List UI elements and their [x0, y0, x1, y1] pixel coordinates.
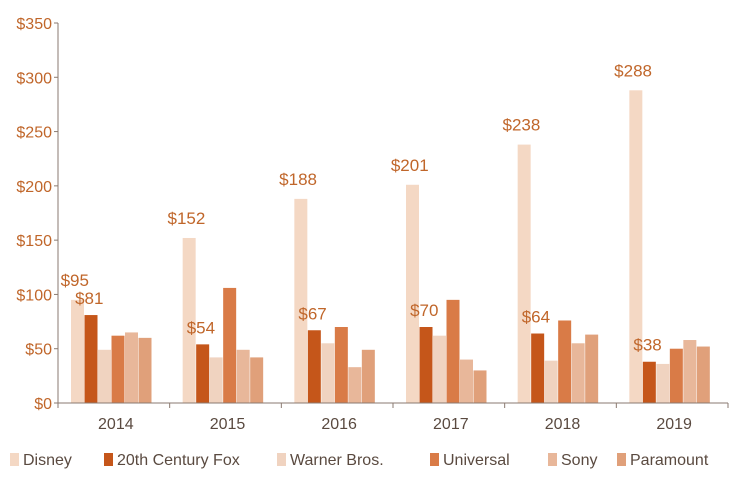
bar-universal-2019 — [669, 348, 683, 403]
bar-sony-2018 — [571, 343, 585, 403]
data-label-20th-century-fox-2015: $54 — [187, 318, 215, 337]
legend-swatch-warner-bros- — [277, 453, 286, 466]
legend-label-paramount: Paramount — [630, 452, 709, 469]
bar-paramount-2016 — [361, 349, 375, 403]
data-label-disney-2014: $95 — [61, 271, 89, 290]
bar-paramount-2015 — [250, 357, 264, 403]
legend-label-sony: Sony — [561, 452, 597, 469]
data-label-20th-century-fox-2017: $70 — [410, 301, 438, 320]
legend-label-20th-century-fox: 20th Century Fox — [117, 452, 240, 469]
bar-20th-century-fox-2017 — [419, 327, 433, 403]
x-tick-label: 2015 — [210, 416, 246, 433]
data-labels: $95$81 $152 $54 $188 $67 $201 $70 $238 $64 $288 $3… — [61, 61, 662, 354]
x-tick-label: 2019 — [656, 416, 692, 433]
y-tick-label: $300 — [16, 70, 52, 87]
y-tick-label: $200 — [16, 179, 52, 196]
bar-paramount-2019 — [696, 346, 710, 403]
y-tick-label: $50 — [25, 342, 52, 359]
y-tick-label: $100 — [16, 287, 52, 304]
legend-swatch-disney — [10, 453, 19, 466]
legend-label-disney: Disney — [23, 452, 72, 469]
x-tick-label: 2017 — [433, 416, 469, 433]
legend-swatch-universal — [430, 453, 439, 466]
legend: Disney 20th Century Fox Warner Bros. Univer… — [10, 452, 709, 469]
bars — [71, 90, 710, 404]
data-label-20th-century-fox-2019: $38 — [633, 336, 661, 355]
bar-disney-2014 — [71, 299, 84, 403]
bar-warner-bros--2017 — [433, 335, 446, 403]
bar-20th-century-fox-2016 — [307, 330, 321, 403]
bar-universal-2016 — [334, 327, 348, 403]
bar-sony-2019 — [683, 340, 697, 403]
bar-paramount-2017 — [473, 370, 487, 403]
bar-universal-2017 — [446, 299, 460, 403]
y-tick-label: $250 — [16, 125, 52, 142]
bar-20th-century-fox-2014 — [84, 315, 98, 403]
bar-sony-2014 — [125, 332, 138, 403]
bar-sony-2017 — [460, 359, 473, 403]
y-tick-label: $0 — [34, 396, 52, 413]
bar-disney-2018 — [517, 144, 531, 403]
legend-swatch-20th-century-fox — [104, 453, 113, 466]
data-label-20th-century-fox-2016: $67 — [298, 304, 326, 323]
bar-20th-century-fox-2019 — [642, 361, 656, 403]
bar-universal-2018 — [558, 320, 572, 403]
legend-swatch-paramount — [617, 453, 626, 466]
data-label-disney-2019: $288 — [614, 61, 652, 80]
bar-paramount-2014 — [138, 337, 152, 403]
bar-20th-century-fox-2018 — [531, 333, 545, 403]
data-label-disney-2018: $238 — [503, 116, 541, 135]
bar-disney-2016 — [294, 198, 308, 403]
bar-warner-bros--2015 — [209, 357, 223, 403]
data-label-20th-century-fox-2014: $81 — [75, 289, 103, 308]
y-axis: $0 $50 $100 $150 $200 $250 $300 $350 — [16, 16, 59, 413]
bar-universal-2014 — [111, 335, 125, 403]
x-tick-label: 2014 — [98, 416, 134, 433]
data-label-disney-2017: $201 — [391, 156, 429, 175]
data-label-20th-century-fox-2018: $64 — [522, 308, 550, 327]
bar-20th-century-fox-2015 — [196, 344, 210, 403]
bar-sony-2015 — [236, 349, 250, 403]
legend-label-warner-bros-: Warner Bros. — [290, 452, 384, 469]
y-tick-label: $150 — [16, 233, 52, 250]
data-label-disney-2015: $152 — [168, 209, 206, 228]
bar-paramount-2018 — [585, 334, 599, 403]
legend-swatch-sony — [548, 453, 557, 466]
bar-disney-2015 — [182, 237, 196, 403]
data-label-disney-2016: $188 — [279, 170, 317, 189]
bar-warner-bros--2018 — [544, 360, 558, 403]
bar-disney-2019 — [629, 90, 643, 404]
bar-sony-2016 — [348, 367, 362, 403]
x-tick-label: 2016 — [321, 416, 357, 433]
bar-warner-bros--2014 — [98, 349, 111, 403]
x-tick-label: 2018 — [545, 416, 581, 433]
legend-label-universal: Universal — [443, 452, 510, 469]
y-tick-label: $350 — [16, 16, 52, 33]
bar-disney-2017 — [406, 184, 419, 403]
bar-warner-bros--2016 — [321, 343, 335, 403]
x-axis: 2014 2015 2016 2017 2018 2019 — [57, 402, 729, 433]
bar-warner-bros--2019 — [656, 363, 670, 403]
bar-universal-2015 — [223, 287, 237, 403]
